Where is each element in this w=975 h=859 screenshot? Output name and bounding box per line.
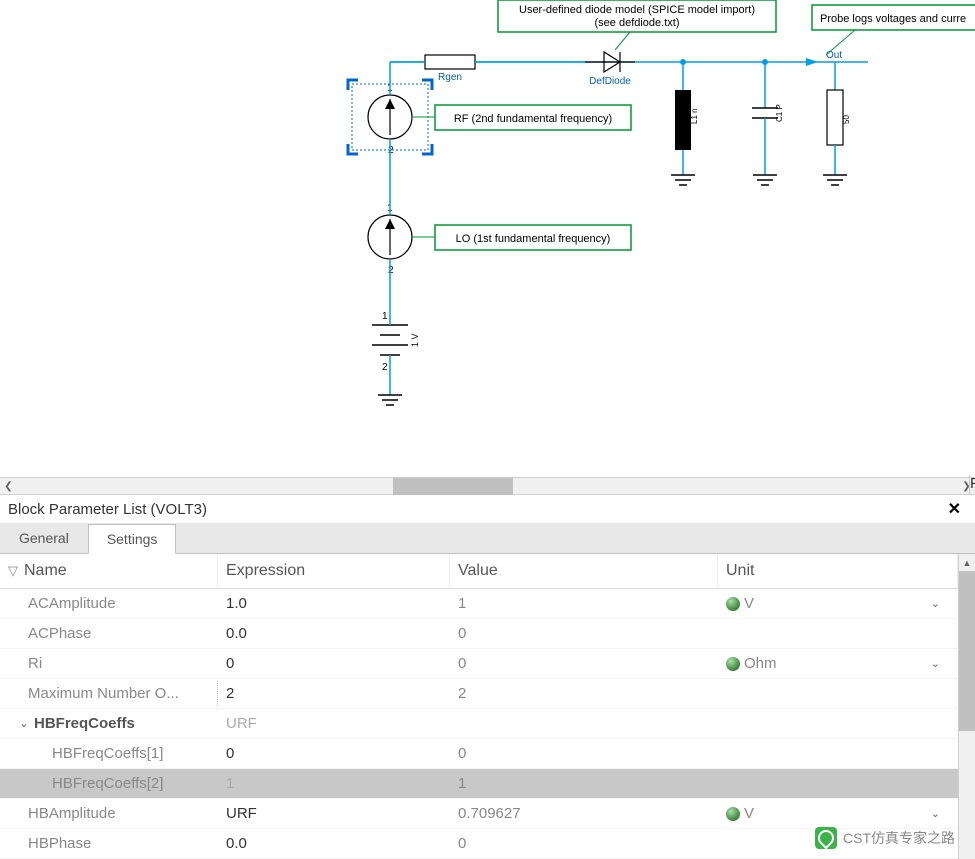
param-unit[interactable] — [718, 630, 958, 638]
svg-text:50: 50 — [842, 115, 851, 124]
scroll-left-arrow[interactable]: ❮ — [0, 478, 17, 495]
grid-body: ACAmplitude1.01 V⌄ACPhase0.00Ri00 Ohm⌄Ma… — [0, 589, 958, 859]
grid-row[interactable]: ACPhase0.00 — [0, 619, 958, 649]
param-unit[interactable]: V⌄ — [718, 591, 958, 616]
param-value: 0 — [450, 741, 718, 766]
vertical-scrollbar[interactable]: ▲ — [958, 554, 975, 859]
param-value: 0.709627 — [450, 801, 718, 826]
svg-text:Rgen: Rgen — [438, 72, 462, 83]
param-name: ACPhase — [0, 621, 218, 646]
filter-icon[interactable]: ▽ — [8, 563, 18, 579]
grid-row[interactable]: HBPhase0.00 — [0, 829, 958, 859]
param-unit[interactable]: Ohm⌄ — [718, 651, 958, 676]
scroll-track[interactable] — [17, 478, 958, 495]
param-unit[interactable] — [718, 840, 958, 848]
param-name: HBFreqCoeffs[1] — [0, 741, 218, 766]
param-expression[interactable]: 1 — [218, 771, 450, 796]
expander-icon[interactable]: ⌄ — [16, 717, 32, 730]
col-header-expression[interactable]: Expression — [218, 554, 450, 588]
grid-row[interactable]: HBFreqCoeffs[1]00 — [0, 739, 958, 769]
param-name: HBPhase — [0, 831, 218, 856]
svg-text:DefDiode: DefDiode — [589, 76, 631, 87]
param-value: 1 — [450, 771, 718, 796]
param-name: ⌄HBFreqCoeffs — [0, 711, 218, 736]
tab-settings[interactable]: Settings — [88, 524, 177, 554]
svg-text:L1 n: L1 n — [690, 108, 699, 124]
svg-text:(see defdiode.txt): (see defdiode.txt) — [595, 17, 680, 29]
scroll-thumb[interactable] — [393, 478, 513, 495]
circuit-svg: User-defined diode model (SPICE model im… — [0, 0, 975, 430]
param-expression[interactable]: 0.0 — [218, 831, 450, 856]
svg-text:C1 P: C1 P — [775, 104, 784, 122]
grid-row[interactable]: Maximum Number O...22 — [0, 679, 958, 709]
svg-text:Out: Out — [826, 50, 842, 61]
param-expression[interactable]: URF — [218, 711, 450, 736]
svg-text:2: 2 — [388, 145, 394, 156]
svg-text:User-defined diode model (SPIC: User-defined diode model (SPICE model im… — [519, 4, 755, 16]
chevron-down-icon[interactable]: ⌄ — [931, 597, 940, 610]
svg-text:1 V: 1 V — [410, 333, 420, 347]
svg-text:1: 1 — [382, 311, 388, 322]
param-unit[interactable] — [718, 780, 958, 788]
grid-header: ▽ Name Expression Value Unit — [0, 554, 958, 589]
param-unit[interactable] — [718, 750, 958, 758]
param-expression[interactable]: 1.0 — [218, 591, 450, 616]
vscroll-thumb[interactable] — [959, 571, 975, 731]
scroll-up-arrow[interactable]: ▲ — [959, 554, 975, 571]
globe-icon — [726, 597, 740, 611]
chevron-down-icon[interactable]: ⌄ — [931, 807, 940, 820]
param-expression[interactable]: URF — [218, 801, 450, 826]
param-expression[interactable]: 0.0 — [218, 621, 450, 646]
param-name: HBAmplitude — [0, 801, 218, 826]
tab-general[interactable]: General — [0, 523, 88, 553]
close-icon[interactable]: ✕ — [942, 499, 967, 519]
param-value: 1 — [450, 591, 718, 616]
param-unit[interactable] — [718, 720, 958, 728]
svg-text:Probe logs voltages and curre: Probe logs voltages and curre — [820, 13, 966, 25]
schematic-canvas[interactable]: User-defined diode model (SPICE model im… — [0, 0, 975, 477]
grid-row[interactable]: HBAmplitudeURF0.709627 V⌄ — [0, 799, 958, 829]
panel-header: Block Parameter List (VOLT3) ✕ — [0, 494, 975, 523]
col-header-unit[interactable]: Unit — [718, 554, 958, 588]
param-unit[interactable] — [718, 690, 958, 698]
grid-row[interactable]: ACAmplitude1.01 V⌄ — [0, 589, 958, 619]
svg-text:RF (2nd fundamental frequency): RF (2nd fundamental frequency) — [454, 113, 612, 125]
right-edge-letter: F — [969, 475, 975, 495]
col-header-name[interactable]: ▽ Name — [0, 554, 218, 588]
svg-text:2: 2 — [382, 362, 388, 373]
svg-text:LO (1st fundamental frequency): LO (1st fundamental frequency) — [456, 233, 611, 245]
param-name: Maximum Number O... — [0, 681, 218, 706]
param-name: Ri — [0, 651, 218, 676]
grid-row[interactable]: ⌄HBFreqCoeffsURF — [0, 709, 958, 739]
param-expression[interactable]: 2 — [218, 681, 450, 706]
param-value: 0 — [450, 831, 718, 856]
param-value — [450, 720, 718, 728]
grid-row[interactable]: Ri00 Ohm⌄ — [0, 649, 958, 679]
svg-text:2: 2 — [388, 265, 394, 276]
globe-icon — [726, 657, 740, 671]
col-header-value[interactable]: Value — [450, 554, 718, 588]
param-name: ACAmplitude — [0, 591, 218, 616]
param-expression[interactable]: 0 — [218, 741, 450, 766]
param-unit[interactable]: V⌄ — [718, 801, 958, 826]
param-value: 0 — [450, 651, 718, 676]
param-expression[interactable]: 0 — [218, 651, 450, 676]
panel-title: Block Parameter List (VOLT3) — [8, 501, 207, 518]
parameter-grid: ▽ Name Expression Value Unit ACAmplitude… — [0, 554, 975, 859]
tabs: General Settings — [0, 523, 975, 554]
globe-icon — [726, 807, 740, 821]
grid-row[interactable]: HBFreqCoeffs[2]11 — [0, 769, 958, 799]
param-value: 2 — [450, 681, 718, 706]
param-value: 0 — [450, 621, 718, 646]
param-name: HBFreqCoeffs[2] — [0, 771, 218, 796]
chevron-down-icon[interactable]: ⌄ — [931, 657, 940, 670]
horizontal-scrollbar[interactable]: ❮ ❯ — [0, 477, 975, 494]
